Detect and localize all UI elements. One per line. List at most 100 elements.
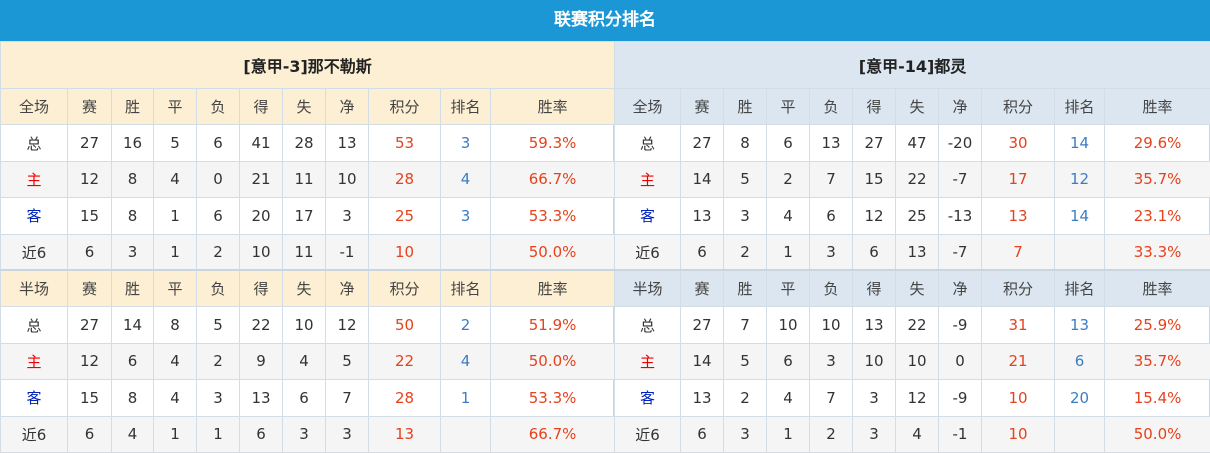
won-cell: 3 — [724, 416, 767, 452]
drawn-cell: 8 — [154, 307, 197, 343]
goal-diff-cell: -9 — [939, 380, 982, 416]
won-cell: 8 — [112, 380, 154, 416]
played-cell: 27 — [681, 125, 724, 161]
column-header: 排名 — [441, 89, 491, 125]
points-cell: 22 — [369, 343, 441, 379]
goal-diff-cell: -1 — [326, 234, 369, 270]
column-header: 赛 — [681, 89, 724, 125]
won-cell: 8 — [724, 125, 767, 161]
win-rate-cell: 50.0% — [1105, 416, 1210, 452]
lost-cell: 2 — [197, 343, 240, 379]
won-cell: 3 — [724, 198, 767, 234]
played-cell: 27 — [68, 125, 112, 161]
goals-against-cell: 11 — [283, 161, 326, 197]
won-cell: 7 — [724, 307, 767, 343]
column-header: 胜率 — [1105, 89, 1210, 125]
row-type: 主 — [615, 343, 681, 379]
section-label: 全场 — [615, 89, 681, 125]
points-cell: 31 — [982, 307, 1055, 343]
drawn-cell: 10 — [767, 307, 810, 343]
played-cell: 15 — [68, 380, 112, 416]
column-header: 失 — [283, 89, 326, 125]
column-header: 排名 — [1055, 270, 1105, 306]
lost-cell: 6 — [197, 125, 240, 161]
column-header: 平 — [767, 89, 810, 125]
row-type: 主 — [615, 161, 681, 197]
column-header-row: 全场赛胜平负得失净积分排名胜率 — [615, 89, 1210, 125]
win-rate-cell: 23.1% — [1105, 198, 1210, 234]
goals-against-cell: 13 — [896, 234, 939, 270]
lost-cell: 3 — [810, 234, 853, 270]
goal-diff-cell: 0 — [939, 343, 982, 379]
drawn-cell: 6 — [767, 343, 810, 379]
lost-cell: 6 — [197, 198, 240, 234]
rank-cell: 4 — [441, 161, 491, 197]
column-header-row: 半场赛胜平负得失净积分排名胜率 — [615, 270, 1210, 306]
win-rate-cell: 15.4% — [1105, 380, 1210, 416]
row-type: 近6 — [1, 234, 68, 270]
column-header: 胜 — [112, 270, 154, 306]
column-header: 赛 — [68, 89, 112, 125]
row-type: 客 — [615, 380, 681, 416]
column-header: 胜 — [724, 270, 767, 306]
goals-for-cell: 21 — [240, 161, 283, 197]
goal-diff-cell: -20 — [939, 125, 982, 161]
played-cell: 6 — [68, 416, 112, 452]
column-header: 积分 — [369, 89, 441, 125]
column-header: 胜率 — [491, 270, 615, 306]
row-type: 总 — [615, 125, 681, 161]
goals-against-cell: 11 — [283, 234, 326, 270]
rank-cell: 14 — [1055, 198, 1105, 234]
win-rate-cell: 25.9% — [1105, 307, 1210, 343]
goals-against-cell: 17 — [283, 198, 326, 234]
lost-cell: 6 — [810, 198, 853, 234]
rank-cell: 14 — [1055, 125, 1105, 161]
column-header: 净 — [939, 89, 982, 125]
played-cell: 6 — [681, 234, 724, 270]
drawn-cell: 4 — [154, 161, 197, 197]
lost-cell: 5 — [197, 307, 240, 343]
goals-for-cell: 15 — [853, 161, 896, 197]
drawn-cell: 1 — [767, 416, 810, 452]
column-header: 胜率 — [1105, 270, 1210, 306]
points-cell: 21 — [982, 343, 1055, 379]
column-header: 平 — [767, 270, 810, 306]
played-cell: 13 — [681, 198, 724, 234]
column-header: 得 — [240, 270, 283, 306]
won-cell: 6 — [112, 343, 154, 379]
win-rate-cell: 33.3% — [1105, 234, 1210, 270]
goal-diff-cell: 7 — [326, 380, 369, 416]
points-cell: 53 — [369, 125, 441, 161]
goal-diff-cell: -9 — [939, 307, 982, 343]
goals-against-cell: 22 — [896, 161, 939, 197]
goals-against-cell: 12 — [896, 380, 939, 416]
column-header: 得 — [853, 270, 896, 306]
row-type: 总 — [1, 125, 68, 161]
row-type: 近6 — [615, 234, 681, 270]
section-label: 半场 — [1, 270, 68, 306]
column-header: 胜率 — [491, 89, 615, 125]
played-cell: 13 — [681, 380, 724, 416]
column-header: 负 — [197, 270, 240, 306]
column-header: 平 — [154, 89, 197, 125]
goal-diff-cell: -1 — [939, 416, 982, 452]
played-cell: 12 — [68, 343, 112, 379]
lost-cell: 1 — [197, 416, 240, 452]
standings-title: 联赛积分排名 — [0, 0, 1210, 41]
column-header: 排名 — [1055, 89, 1105, 125]
column-header: 失 — [896, 270, 939, 306]
win-rate-cell: 53.3% — [491, 380, 615, 416]
